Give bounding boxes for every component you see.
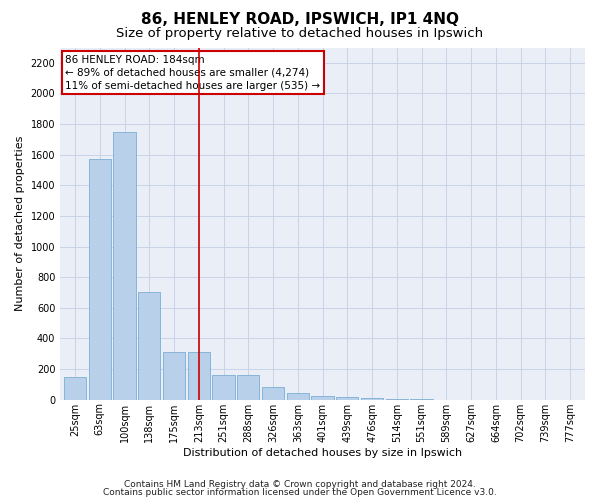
Bar — [336, 396, 358, 400]
Text: Contains public sector information licensed under the Open Government Licence v3: Contains public sector information licen… — [103, 488, 497, 497]
Bar — [262, 388, 284, 400]
Bar — [113, 132, 136, 400]
Bar — [386, 399, 408, 400]
Bar — [89, 158, 111, 400]
Bar — [361, 398, 383, 400]
Y-axis label: Number of detached properties: Number of detached properties — [15, 136, 25, 312]
Bar — [237, 375, 259, 400]
Bar — [163, 352, 185, 400]
Text: 86, HENLEY ROAD, IPSWICH, IP1 4NQ: 86, HENLEY ROAD, IPSWICH, IP1 4NQ — [141, 12, 459, 28]
Bar — [287, 393, 309, 400]
Bar — [188, 352, 210, 400]
X-axis label: Distribution of detached houses by size in Ipswich: Distribution of detached houses by size … — [183, 448, 462, 458]
Bar — [138, 292, 160, 400]
Text: 86 HENLEY ROAD: 184sqm
← 89% of detached houses are smaller (4,274)
11% of semi-: 86 HENLEY ROAD: 184sqm ← 89% of detached… — [65, 54, 320, 91]
Text: Size of property relative to detached houses in Ipswich: Size of property relative to detached ho… — [116, 28, 484, 40]
Bar — [311, 396, 334, 400]
Text: Contains HM Land Registry data © Crown copyright and database right 2024.: Contains HM Land Registry data © Crown c… — [124, 480, 476, 489]
Bar — [212, 375, 235, 400]
Bar — [64, 376, 86, 400]
